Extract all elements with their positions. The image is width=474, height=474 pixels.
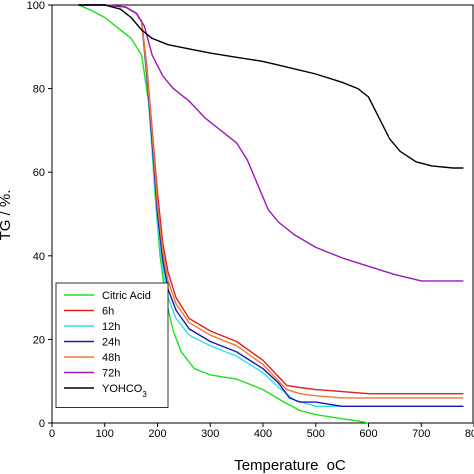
series-line-6 (78, 4, 464, 169)
series-line-5 (78, 4, 464, 282)
legend-label-2: 12h (102, 321, 120, 333)
x-tick-label-6: 600 (359, 428, 377, 440)
y-tick-label-2: 40 (33, 251, 45, 263)
x-tick-label-2: 200 (148, 428, 166, 440)
y-tick-label-1: 20 (33, 334, 45, 346)
legend-label-4: 48h (102, 352, 120, 364)
series-line-0 (78, 4, 369, 424)
legend-label-5: 72h (102, 368, 120, 380)
axis-layer: 0 100 200 300 400 500 600 700 800 0 20 40 60 80 100 (27, 0, 474, 440)
x-tick-label-7: 700 (412, 428, 430, 440)
legend-label-3: 24h (102, 337, 120, 349)
x-axis-title-text: Temperature (234, 457, 318, 474)
x-tick-label-1: 100 (96, 428, 114, 440)
x-tick-label-3: 300 (201, 428, 219, 440)
y-tick-label-4: 80 (33, 84, 45, 96)
y-tick-label-3: 60 (33, 167, 45, 179)
y-tick-label-0: 0 (39, 418, 45, 430)
legend-label-0: Citric Acid (102, 290, 151, 302)
x-tick-label-0: 0 (49, 428, 55, 440)
x-axis-title-unit: oC (327, 457, 346, 474)
y-tick-label-5: 100 (27, 0, 45, 12)
legend: Citric Acid 6h 12h 24h 48h 72h YOHCO3 (55, 282, 169, 408)
series-layer (78, 4, 464, 424)
y-axis-title: TG / %. (0, 190, 14, 241)
x-tick-label-8: 800 (465, 428, 474, 440)
x-tick-label-5: 500 (307, 428, 325, 440)
legend-label-6: YOHCO3 (102, 383, 147, 399)
x-axis-title: Temperature oC (234, 457, 346, 474)
legend-label-1: 6h (102, 306, 114, 318)
legend-box (55, 282, 169, 408)
x-tick-label-4: 400 (254, 428, 272, 440)
